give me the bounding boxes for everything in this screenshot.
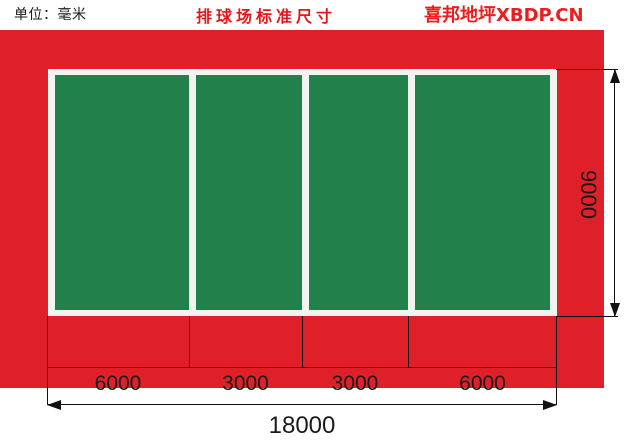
court-attack-line-left <box>189 75 196 310</box>
extension-line-mid-3 <box>408 316 409 368</box>
unit-label: 单位：毫米 <box>14 7 87 23</box>
extension-line-bottom-right <box>556 316 618 317</box>
segment-label-2: 3000 <box>222 372 269 395</box>
dimension-rail-vertical <box>614 69 615 317</box>
dimension-rail-top <box>47 367 557 368</box>
extension-line-right <box>556 316 557 404</box>
court-boundary-lines <box>48 69 557 316</box>
arrow-right-icon <box>543 400 557 410</box>
segment-label-4: 6000 <box>459 372 506 395</box>
segment-label-3: 3000 <box>331 372 379 395</box>
segment-label-1: 6000 <box>94 372 142 395</box>
brand-watermark: 喜邦地坪XBDP.CN <box>424 5 584 26</box>
dimension-rail-total <box>47 404 557 405</box>
court-attack-line-right <box>408 75 415 310</box>
arrow-up-icon <box>610 69 620 83</box>
arrow-left-icon <box>47 400 61 410</box>
total-length-label: 18000 <box>268 412 336 439</box>
extension-line-left <box>47 316 48 404</box>
extension-line-top-right <box>556 69 618 70</box>
extension-line-mid-1 <box>189 316 190 368</box>
total-width-label: 9000 <box>576 170 601 219</box>
arrow-down-icon <box>610 303 620 317</box>
court-center-line <box>302 75 309 310</box>
extension-line-mid-2 <box>302 316 303 368</box>
page-title: 排球场标准尺寸 <box>196 7 337 26</box>
